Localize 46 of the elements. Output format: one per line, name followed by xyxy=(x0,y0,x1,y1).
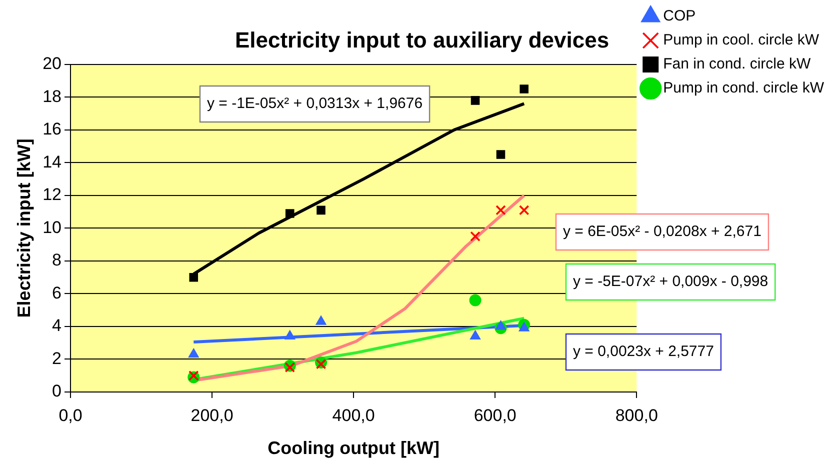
point xyxy=(470,96,480,105)
point xyxy=(189,272,198,282)
x-tick-label: 600,0 xyxy=(474,406,516,425)
point xyxy=(188,370,199,381)
chart-title: Electricity input to auxiliary devices xyxy=(234,27,610,52)
y-tick-label: 6 xyxy=(52,283,62,302)
annotation: y = 0,0023x + 2,5777 xyxy=(573,343,714,360)
y-tick-label: 8 xyxy=(52,250,62,270)
y-axis-title: Electricity input [kW] xyxy=(14,138,34,318)
x-tick-label: 400,0 xyxy=(332,406,375,425)
point xyxy=(470,330,481,340)
y-tick-label: 16 xyxy=(42,120,62,139)
point xyxy=(284,362,296,373)
point xyxy=(518,322,530,332)
legend-label: COP xyxy=(663,8,696,25)
annotation: y = -5E-07x² + 0,009x - 0,998 xyxy=(573,273,768,290)
annotation: y = 6E-05x² - 0,0208x + 2,671 xyxy=(563,223,762,240)
point xyxy=(285,209,294,218)
y-tick-label: 12 xyxy=(42,185,62,204)
point xyxy=(188,348,199,358)
x-tick-label: 800,0 xyxy=(615,406,658,425)
annotation: y = -1E-05x² + 0,0313x + 1,9676 xyxy=(207,95,423,112)
x-tick-label: 0,0 xyxy=(58,406,82,425)
y-tick-label: 10 xyxy=(42,218,62,237)
y-tick-label: 2 xyxy=(52,348,62,368)
point xyxy=(518,205,530,216)
point xyxy=(495,320,506,330)
point xyxy=(284,330,296,340)
y-tick-label: 20 xyxy=(42,54,62,74)
x-axis-title: Cooling output [kW] xyxy=(268,438,440,458)
legend-label: Pump in cool. circle kW xyxy=(663,32,820,49)
x-tick-label: 200,0 xyxy=(190,406,234,425)
y-tick-label: 4 xyxy=(52,316,62,336)
point xyxy=(316,359,326,370)
point xyxy=(469,294,482,306)
point xyxy=(470,231,480,242)
point xyxy=(316,316,326,325)
point xyxy=(496,205,506,216)
y-tick-label: 0 xyxy=(52,382,62,401)
point xyxy=(316,206,326,215)
point xyxy=(520,84,528,94)
legend-label: Fan in cond. circle kW xyxy=(663,56,812,73)
point xyxy=(496,150,506,159)
y-tick-label: 18 xyxy=(42,86,62,106)
y-tick-label: 14 xyxy=(42,152,62,172)
legend-label: Pump in cond. circle kW xyxy=(663,80,825,97)
